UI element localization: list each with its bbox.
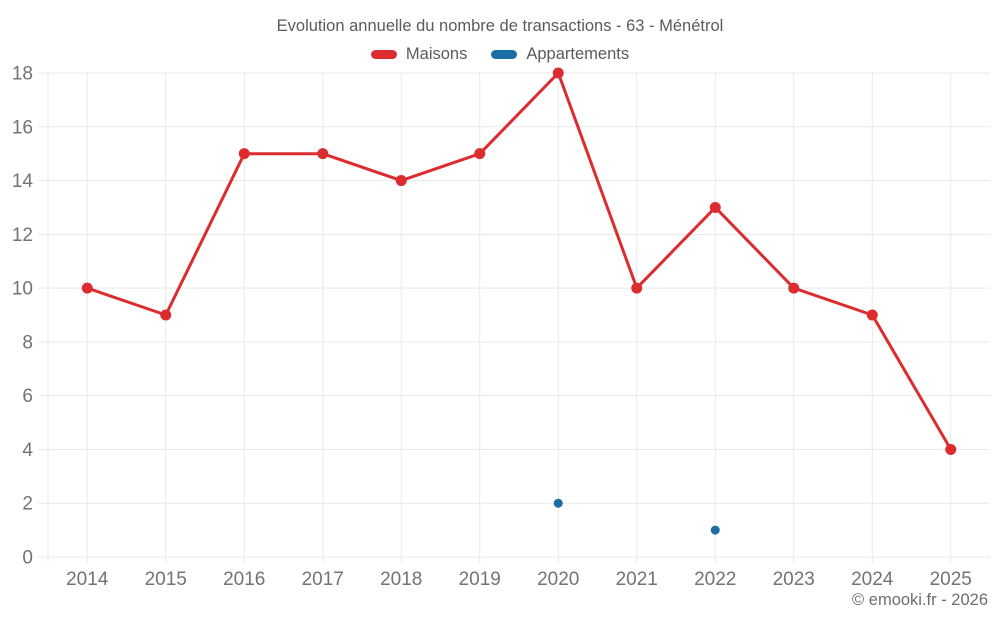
data-point-maisons-2020 bbox=[552, 67, 564, 79]
data-point-maisons-2021 bbox=[631, 282, 643, 294]
x-axis-tick-label: 2025 bbox=[930, 569, 972, 590]
x-axis-tick-label: 2018 bbox=[380, 569, 422, 590]
x-axis-tick-label: 2020 bbox=[537, 569, 579, 590]
y-axis-tick-label: 18 bbox=[12, 64, 33, 85]
legend-item-appartements: Appartements bbox=[491, 45, 629, 64]
y-axis-tick-label: 8 bbox=[22, 332, 33, 353]
x-axis-tick-label: 2023 bbox=[773, 569, 815, 590]
footer-credit: © emooki.fr - 2026 bbox=[852, 591, 988, 609]
x-axis-tick-label: 2017 bbox=[302, 569, 344, 590]
legend: Maisons Appartements bbox=[0, 45, 1000, 64]
data-point-maisons-2019 bbox=[474, 148, 486, 160]
data-point-maisons-2022 bbox=[709, 201, 721, 213]
y-axis-tick-label: 14 bbox=[12, 171, 34, 192]
y-axis-tick-label: 12 bbox=[12, 225, 33, 246]
x-axis-tick-label: 2021 bbox=[616, 569, 658, 590]
x-axis-tick-label: 2016 bbox=[223, 569, 265, 590]
legend-label-appartements: Appartements bbox=[526, 45, 630, 63]
y-axis-tick-label: 2 bbox=[22, 494, 33, 515]
data-point-maisons-2024 bbox=[866, 309, 878, 321]
x-axis-tick-label: 2024 bbox=[851, 569, 894, 590]
x-axis-tick-label: 2022 bbox=[694, 569, 736, 590]
legend-swatch-maisons-icon bbox=[370, 50, 397, 59]
x-axis-tick-label: 2019 bbox=[459, 569, 501, 590]
legend-swatch-appartements-icon bbox=[491, 50, 518, 59]
y-axis-tick-label: 16 bbox=[12, 117, 33, 138]
x-axis-tick-label: 2014 bbox=[66, 569, 109, 590]
x-axis-tick-label: 2015 bbox=[145, 569, 187, 590]
data-point-maisons-2016 bbox=[238, 148, 250, 160]
data-point-maisons-2015 bbox=[160, 309, 172, 321]
data-point-maisons-2014 bbox=[81, 282, 93, 294]
data-point-appartements-2022 bbox=[710, 525, 720, 535]
y-axis-tick-label: 0 bbox=[22, 548, 33, 569]
data-point-maisons-2023 bbox=[788, 282, 800, 294]
legend-label-maisons: Maisons bbox=[405, 45, 468, 63]
legend-item-maisons: Maisons bbox=[370, 45, 468, 64]
series-line-maisons bbox=[85, 71, 953, 451]
chart-title: Evolution annuelle du nombre de transact… bbox=[276, 17, 724, 35]
data-point-maisons-2018 bbox=[395, 175, 407, 187]
data-point-maisons-2017 bbox=[317, 148, 329, 160]
y-axis-tick-label: 10 bbox=[12, 279, 33, 300]
data-point-maisons-2025 bbox=[945, 443, 957, 455]
data-point-appartements-2020 bbox=[553, 498, 563, 508]
y-axis-tick-label: 6 bbox=[22, 386, 33, 407]
y-axis-tick-label: 4 bbox=[22, 440, 33, 461]
